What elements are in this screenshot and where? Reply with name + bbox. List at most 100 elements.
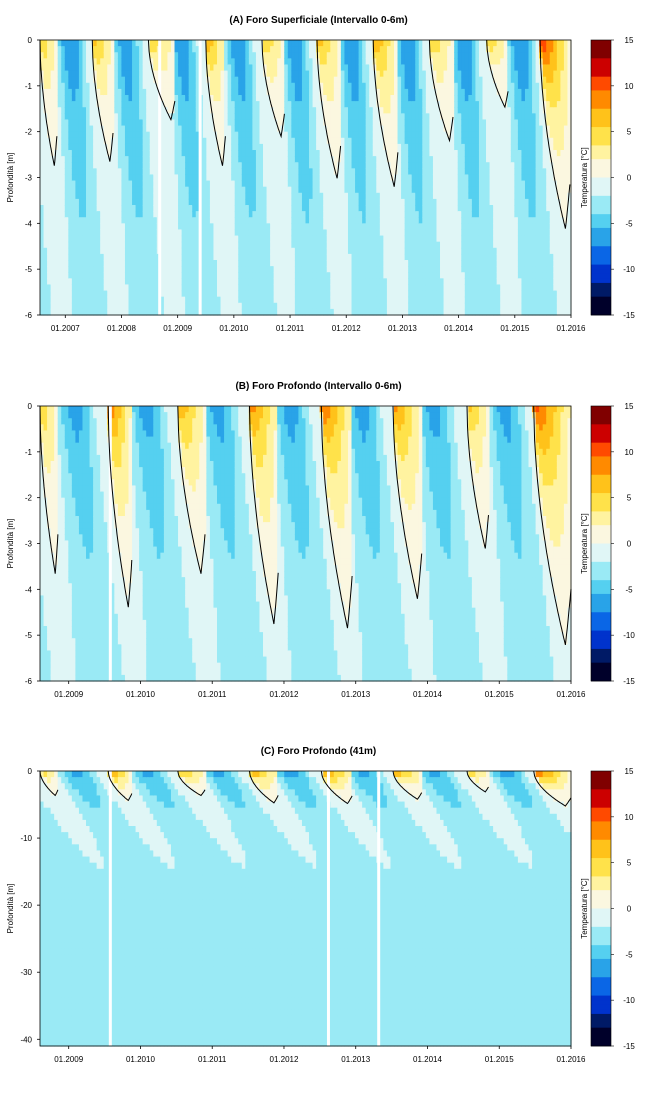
x-tick-label: 01.2009: [54, 1055, 83, 1064]
colorbar-segment: [591, 452, 611, 457]
colorbar-tick-label: -5: [625, 950, 633, 959]
colorbar-segment: [591, 45, 611, 50]
colorbar-segment: [591, 210, 611, 215]
colorbar-segment: [591, 95, 611, 100]
colorbar-segment: [591, 265, 611, 270]
colorbar-segment: [591, 904, 611, 909]
colorbar-segment: [591, 626, 611, 631]
colorbar-segment: [591, 571, 611, 576]
colorbar-segment: [591, 654, 611, 659]
colorbar-tick-label: 15: [625, 767, 634, 776]
colorbar-segment: [591, 178, 611, 183]
colorbar-segment: [591, 109, 611, 114]
y-tick-label: -6: [25, 311, 33, 320]
colorbar-segment: [591, 876, 611, 881]
colorbar-tick-label: -10: [623, 265, 635, 274]
colorbar-segment: [591, 292, 611, 297]
colorbar-segment: [591, 594, 611, 599]
colorbar-segment: [591, 58, 611, 63]
colorbar-segment: [591, 895, 611, 900]
colorbar-segment: [591, 881, 611, 886]
data-gap: [377, 771, 380, 1046]
colorbar-segment: [591, 86, 611, 91]
y-tick-label: -1: [25, 448, 33, 457]
colorbar-segment: [591, 81, 611, 86]
colorbar-segment: [591, 251, 611, 256]
y-tick-label: -10: [20, 834, 32, 843]
x-tick-label: 01.2011: [198, 1055, 227, 1064]
colorbar-segment: [591, 576, 611, 581]
colorbar-segment: [591, 72, 611, 77]
colorbar-segment: [591, 890, 611, 895]
colorbar-segment: [591, 429, 611, 434]
colorbar-tick-label: -10: [623, 631, 635, 640]
colorbar-segment: [591, 77, 611, 82]
colorbar-segment: [591, 288, 611, 293]
colorbar-segment: [591, 950, 611, 955]
colorbar-segment: [591, 562, 611, 567]
colorbar-segment: [591, 219, 611, 224]
colorbar-segment: [591, 479, 611, 484]
data-gap: [158, 40, 161, 315]
colorbar-segment: [591, 1041, 611, 1046]
colorbar-segment: [591, 306, 611, 311]
y-axis-label: Profondità [m]: [6, 884, 15, 934]
colorbar-segment: [591, 525, 611, 530]
colorbar-segment: [591, 644, 611, 649]
colorbar-segment: [591, 918, 611, 923]
colorbar-segment: [591, 608, 611, 613]
colorbar-segment: [591, 977, 611, 982]
y-tick-label: -5: [25, 265, 33, 274]
colorbar-segment: [591, 100, 611, 105]
colorbar-segment: [591, 612, 611, 617]
y-tick-label: -5: [25, 631, 33, 640]
colorbar-segment: [591, 113, 611, 118]
colorbar-segment: [591, 155, 611, 160]
x-tick-label: 01.2016: [557, 324, 586, 333]
colorbar-segment: [591, 863, 611, 868]
colorbar-tick-label: -15: [623, 1042, 635, 1051]
colorbar-segment: [591, 40, 611, 45]
colorbar-tick-label: -5: [625, 219, 633, 228]
x-tick-label: 01.2007: [51, 324, 80, 333]
y-tick-label: -30: [20, 968, 32, 977]
colorbar-segment: [591, 913, 611, 918]
colorbar-segment: [591, 872, 611, 877]
colorbar-segment: [591, 68, 611, 73]
colorbar-segment: [591, 246, 611, 251]
colorbar-segment: [591, 672, 611, 677]
colorbar-segment: [591, 631, 611, 636]
colorbar-segment: [591, 858, 611, 863]
x-tick-label: 01.2012: [332, 324, 361, 333]
colorbar-segment: [591, 123, 611, 128]
colorbar-segment: [591, 516, 611, 521]
colorbar-segment: [591, 182, 611, 187]
colorbar-segment: [591, 470, 611, 475]
x-tick-label: 01.2014: [413, 1055, 442, 1064]
colorbar-segment: [591, 667, 611, 672]
colorbar-segment: [591, 886, 611, 891]
colorbar-segment: [591, 899, 611, 904]
x-tick-label: 01.2012: [270, 1055, 299, 1064]
data-gap: [327, 771, 330, 1046]
colorbar-segment: [591, 489, 611, 494]
colorbar-segment: [591, 196, 611, 201]
colorbar-segment: [591, 776, 611, 781]
colorbar-segment: [591, 90, 611, 95]
y-tick-label: -2: [25, 128, 33, 137]
colorbar-segment: [591, 658, 611, 663]
x-tick-label: 01.2016: [557, 1055, 586, 1064]
colorbar-segment: [591, 54, 611, 59]
y-tick-label: -2: [25, 494, 33, 503]
colorbar-segment: [591, 621, 611, 626]
colorbar-segment: [591, 214, 611, 219]
colorbar-tick-label: 10: [625, 813, 634, 822]
colorbar-tick-label: 0: [627, 174, 632, 183]
y-tick-label: -3: [25, 174, 33, 183]
colorbar-segment: [591, 959, 611, 964]
colorbar-label: Temperatura [°C]: [580, 513, 589, 574]
colorbar-tick-label: 10: [625, 82, 634, 91]
